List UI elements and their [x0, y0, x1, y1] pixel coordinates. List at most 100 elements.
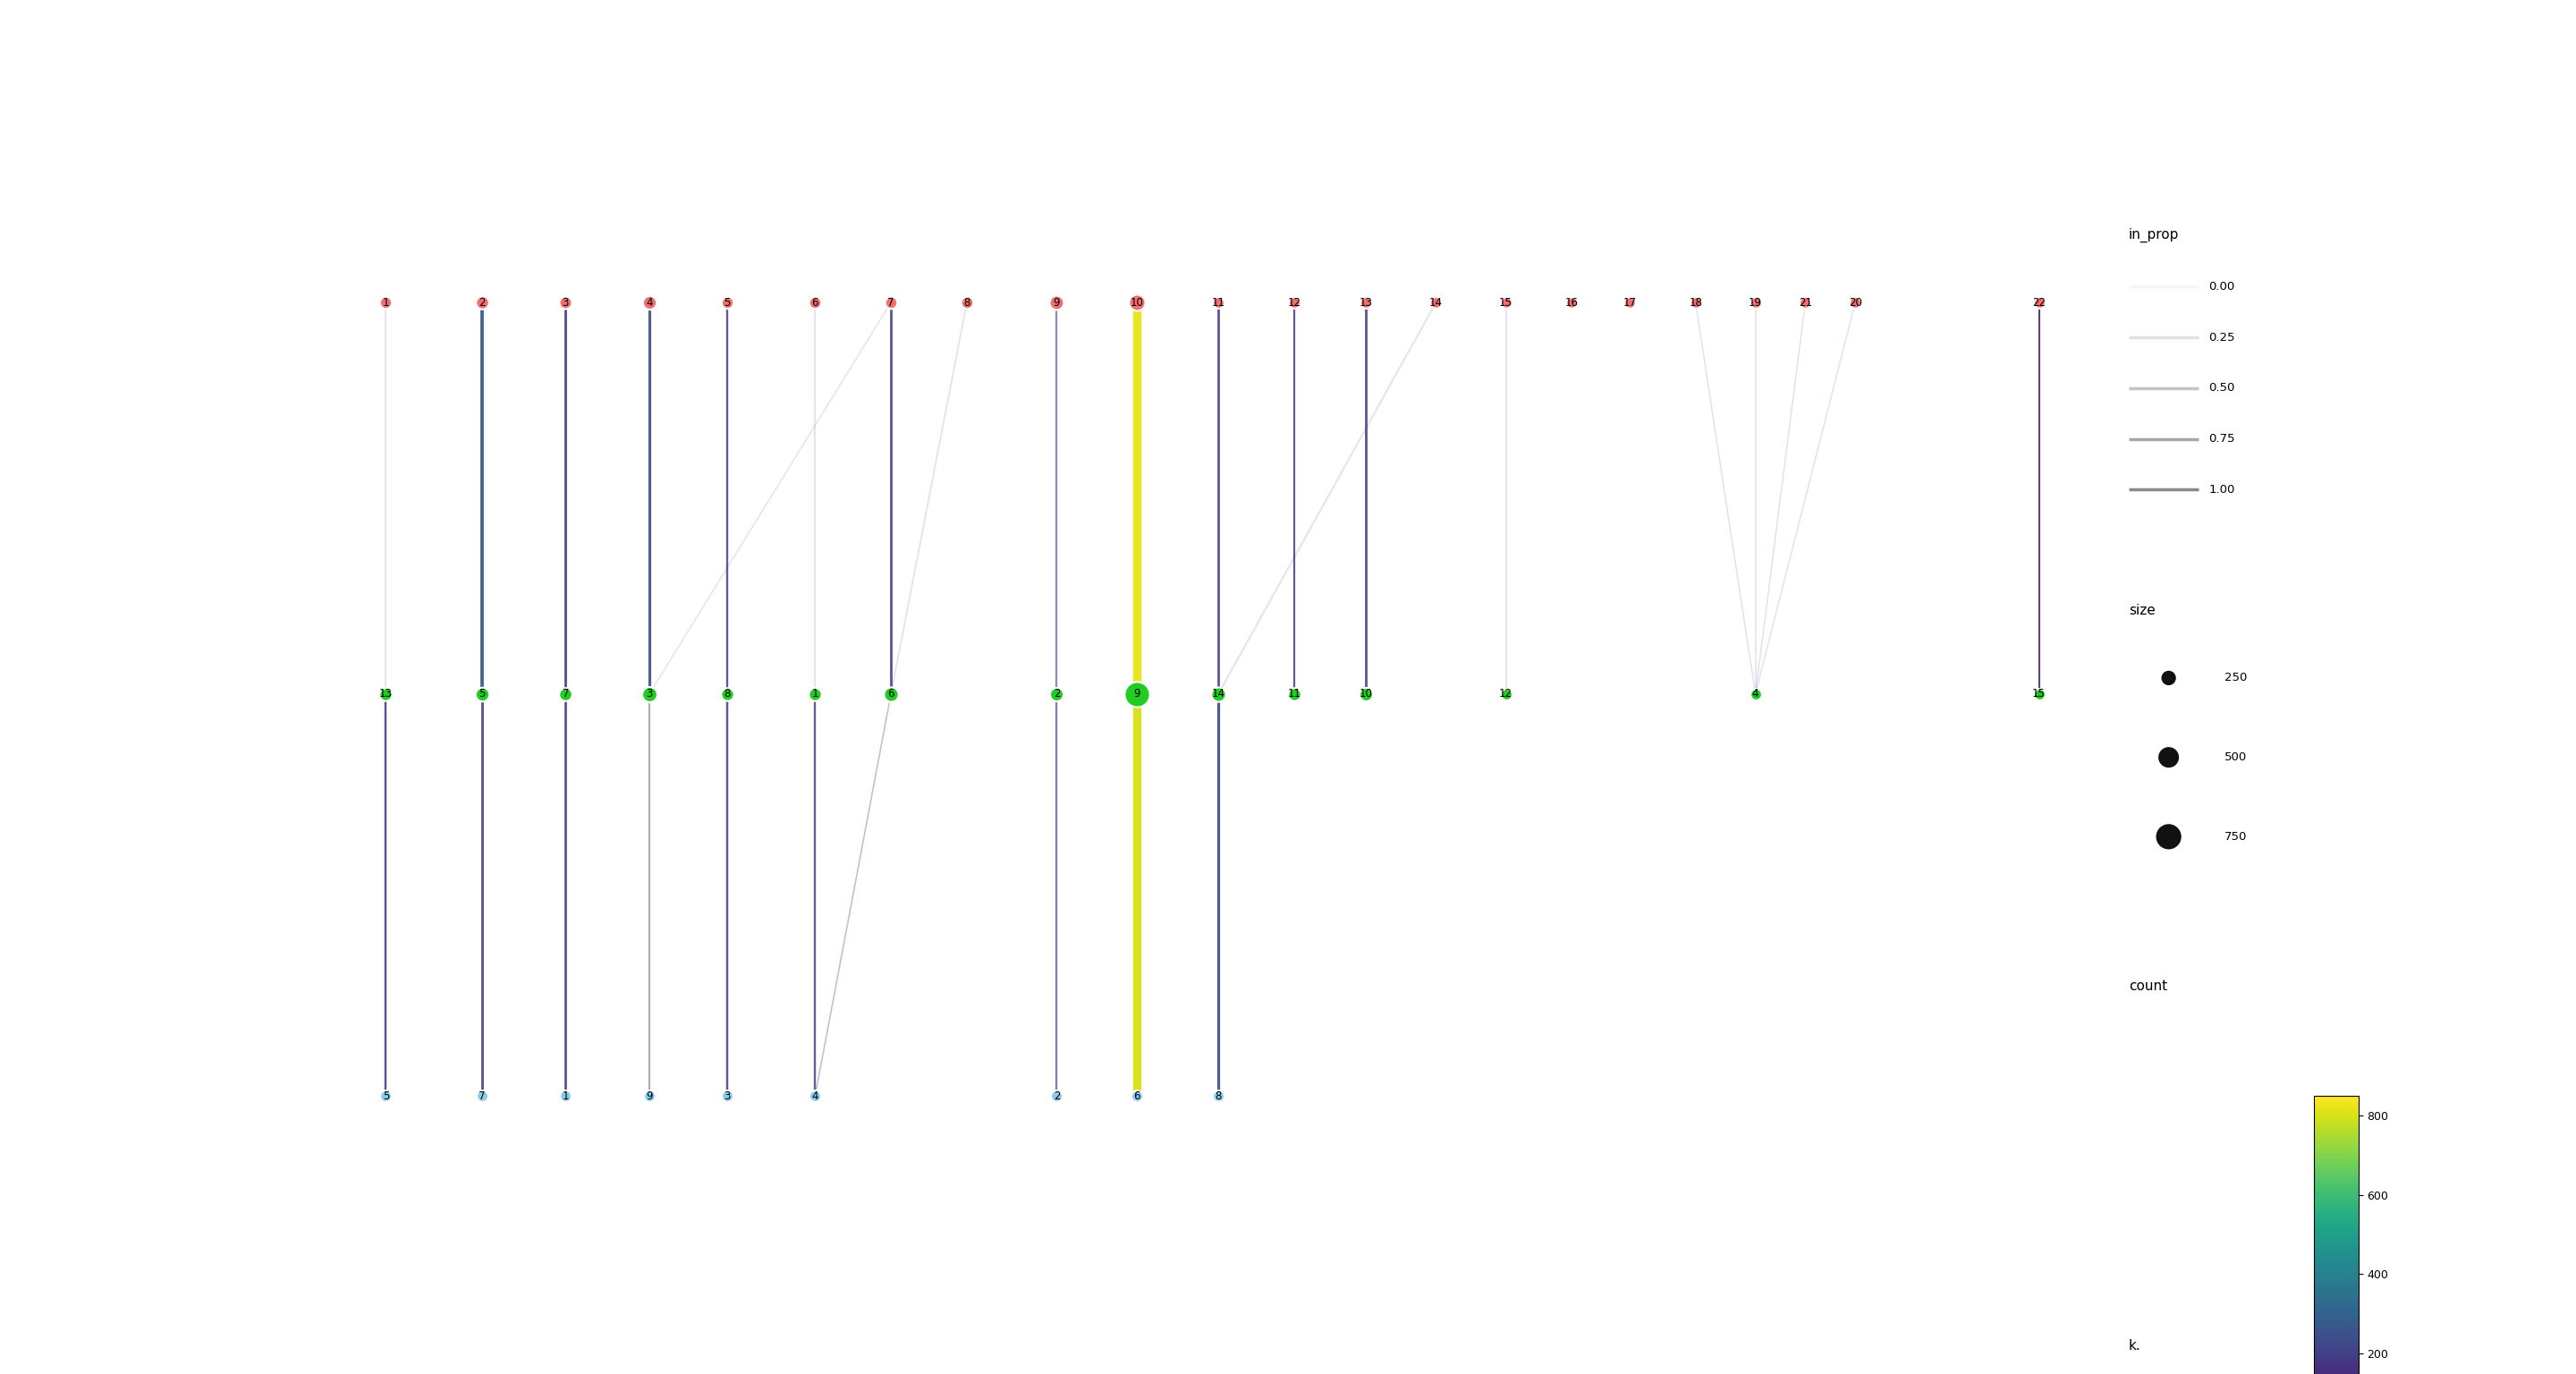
Point: [1036, 291, 1077, 313]
Point: [1834, 291, 1875, 313]
Text: 18: 18: [1690, 297, 1703, 308]
Point: [2020, 683, 2061, 705]
Point: [1273, 683, 1314, 705]
Point: [2148, 746, 2190, 768]
Point: [366, 1085, 407, 1107]
Text: 1: 1: [811, 688, 819, 699]
Text: 3: 3: [562, 297, 569, 308]
Point: [2020, 291, 2061, 313]
Point: [1036, 683, 1077, 705]
Text: 10: 10: [1131, 297, 1144, 308]
Point: [2133, 1371, 2174, 1374]
Text: 19: 19: [1749, 297, 1762, 308]
Text: 22: 22: [2032, 297, 2045, 308]
Point: [1115, 291, 1157, 313]
Text: 500: 500: [2226, 752, 2246, 763]
Text: 4: 4: [647, 297, 652, 308]
Point: [1198, 1085, 1239, 1107]
Point: [871, 683, 912, 705]
Text: 6: 6: [889, 688, 894, 699]
Text: 7: 7: [562, 688, 569, 699]
Text: 9: 9: [1133, 688, 1141, 699]
Point: [461, 291, 502, 313]
Point: [1115, 683, 1157, 705]
Text: 1: 1: [562, 1090, 569, 1102]
Point: [706, 683, 747, 705]
Text: 5: 5: [724, 297, 732, 308]
Text: 8: 8: [1216, 1090, 1221, 1102]
Text: 0.25: 0.25: [2208, 331, 2236, 344]
Point: [1198, 291, 1239, 313]
Point: [1345, 291, 1386, 313]
Point: [1345, 683, 1386, 705]
Point: [1551, 291, 1592, 313]
Point: [546, 683, 587, 705]
Point: [461, 1085, 502, 1107]
Point: [1610, 291, 1651, 313]
Text: 7: 7: [889, 297, 894, 308]
Text: 20: 20: [1850, 297, 1862, 308]
Text: 13: 13: [1360, 297, 1373, 308]
Point: [546, 1085, 587, 1107]
Point: [461, 683, 502, 705]
Point: [1734, 683, 1775, 705]
Text: 0.00: 0.00: [2208, 280, 2236, 293]
Text: 6: 6: [1133, 1090, 1141, 1102]
Point: [706, 1085, 747, 1107]
Text: 9: 9: [1054, 297, 1061, 308]
Text: 12: 12: [1499, 688, 1512, 699]
Point: [1115, 1085, 1157, 1107]
Text: 16: 16: [1566, 297, 1579, 308]
Text: 2: 2: [1054, 1090, 1061, 1102]
Point: [1486, 291, 1528, 313]
Point: [1674, 291, 1716, 313]
Point: [1036, 1085, 1077, 1107]
Text: 15: 15: [2032, 688, 2045, 699]
Point: [706, 291, 747, 313]
Point: [1414, 291, 1455, 313]
Text: 8: 8: [724, 688, 732, 699]
Point: [629, 683, 670, 705]
Text: 1.00: 1.00: [2208, 484, 2236, 496]
Point: [1273, 291, 1314, 313]
Point: [793, 683, 835, 705]
Text: 250: 250: [2226, 672, 2246, 684]
Text: k.: k.: [2128, 1340, 2141, 1352]
Text: 1: 1: [381, 297, 389, 308]
Point: [1734, 291, 1775, 313]
Text: 5: 5: [479, 688, 484, 699]
Text: 2: 2: [1054, 688, 1061, 699]
Text: 0.75: 0.75: [2208, 433, 2236, 445]
Text: 11: 11: [1211, 297, 1226, 308]
Text: 14: 14: [1430, 297, 1443, 308]
Point: [366, 683, 407, 705]
Text: 5: 5: [384, 1090, 389, 1102]
Point: [366, 291, 407, 313]
Point: [1785, 291, 1826, 313]
Text: in_prop: in_prop: [2128, 228, 2179, 243]
Text: 4: 4: [1752, 688, 1759, 699]
Text: 9: 9: [647, 1090, 652, 1102]
Point: [871, 291, 912, 313]
Text: 6: 6: [811, 297, 819, 308]
Text: 3: 3: [724, 1090, 732, 1102]
Point: [546, 291, 587, 313]
Text: 4: 4: [811, 1090, 819, 1102]
Text: 14: 14: [1211, 688, 1226, 699]
Point: [629, 291, 670, 313]
Point: [2148, 666, 2190, 688]
Text: 15: 15: [1499, 297, 1512, 308]
Point: [2148, 826, 2190, 848]
Text: 3: 3: [647, 688, 652, 699]
Point: [1486, 683, 1528, 705]
Point: [629, 1085, 670, 1107]
Text: 12: 12: [1288, 297, 1301, 308]
Text: 0.50: 0.50: [2208, 382, 2236, 394]
Text: 7: 7: [479, 1090, 484, 1102]
Text: 750: 750: [2226, 831, 2246, 842]
Text: 8: 8: [963, 297, 971, 308]
Text: count: count: [2128, 980, 2166, 993]
Text: 21: 21: [1798, 297, 1811, 308]
Text: 10: 10: [1360, 688, 1373, 699]
Point: [793, 291, 835, 313]
